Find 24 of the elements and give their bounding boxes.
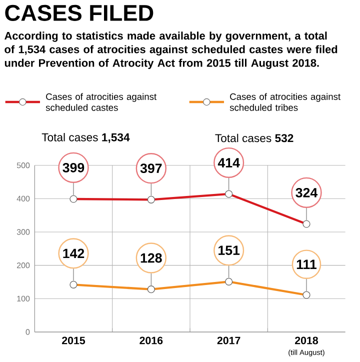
text: Total cases 532: [215, 134, 294, 142]
chart-subtitle: According to statistics made available by government, a total of 1,534 cases of atrocities against scheduled castes were filed under Prevention of Atrocity Act from 2015 till August 2018.: [4, 32, 338, 70]
data-label: 397: [140, 164, 162, 174]
text: Total cases 1,534: [42, 133, 130, 143]
y-tick-label: 0: [26, 329, 30, 335]
data-label: 414: [218, 158, 240, 168]
data-label: 142: [63, 248, 84, 258]
y-tick-label: 400: [16, 196, 30, 202]
y-tick-label: 500: [16, 162, 30, 168]
data-label: 128: [140, 253, 162, 263]
chart-title: CASES FILED: [5, 4, 154, 21]
x-tick-label: 2017: [217, 336, 240, 344]
y-tick-label: 200: [17, 262, 30, 268]
data-label: 111: [296, 260, 317, 269]
x-tick-label: 2015: [62, 336, 86, 344]
data-label: 324: [296, 188, 318, 198]
data-label: 399: [62, 162, 84, 172]
x-tick-label: 2016: [140, 336, 163, 344]
y-tick-label: 100: [17, 296, 30, 302]
x-tick-label: 2018: [295, 336, 318, 344]
y-tick-label: 300: [16, 229, 30, 235]
data-label: 151: [218, 246, 240, 256]
legend-label: Cases of atrocities against scheduled castes: [46, 93, 157, 111]
legend-label: Cases of atrocities against scheduled tribes: [230, 93, 341, 111]
